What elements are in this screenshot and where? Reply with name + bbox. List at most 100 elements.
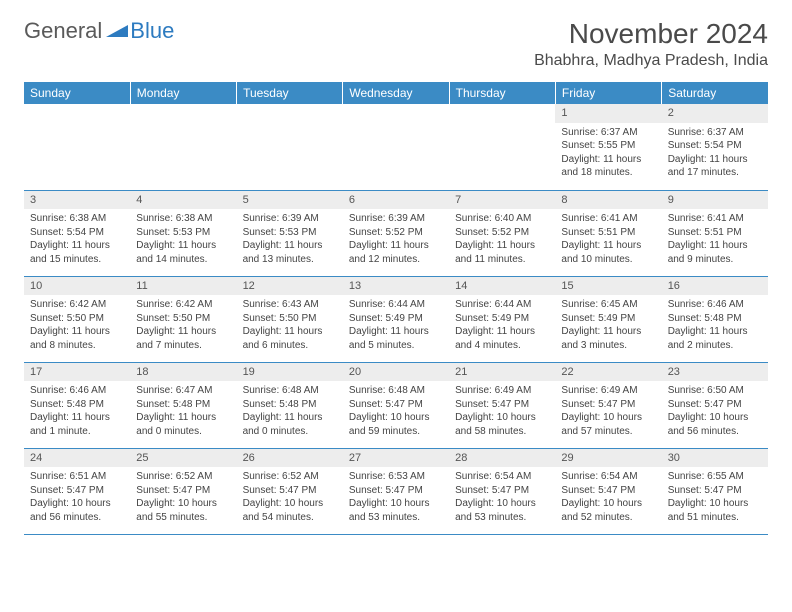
brand-text-general: General [24,18,102,44]
calendar-cell: 17Sunrise: 6:46 AMSunset: 5:48 PMDayligh… [24,362,130,448]
day-details: Sunrise: 6:48 AMSunset: 5:48 PMDaylight:… [237,381,343,442]
day-details: Sunrise: 6:41 AMSunset: 5:51 PMDaylight:… [662,209,768,270]
day-details: Sunrise: 6:38 AMSunset: 5:53 PMDaylight:… [130,209,236,270]
calendar-cell: 15Sunrise: 6:45 AMSunset: 5:49 PMDayligh… [555,276,661,362]
brand-text-blue: Blue [130,18,174,44]
day-detail-line: Sunset: 5:52 PM [349,226,443,240]
calendar-cell: 6Sunrise: 6:39 AMSunset: 5:52 PMDaylight… [343,190,449,276]
day-detail-line: Sunset: 5:55 PM [561,139,655,153]
day-detail-line: Daylight: 11 hours and 12 minutes. [349,239,443,266]
day-details: Sunrise: 6:40 AMSunset: 5:52 PMDaylight:… [449,209,555,270]
day-detail-line: Sunset: 5:47 PM [455,398,549,412]
day-details: Sunrise: 6:42 AMSunset: 5:50 PMDaylight:… [130,295,236,356]
calendar-cell: 4Sunrise: 6:38 AMSunset: 5:53 PMDaylight… [130,190,236,276]
day-detail-line: Sunset: 5:54 PM [30,226,124,240]
day-number: 20 [343,363,449,382]
calendar-cell: 26Sunrise: 6:52 AMSunset: 5:47 PMDayligh… [237,448,343,534]
day-details: Sunrise: 6:44 AMSunset: 5:49 PMDaylight:… [449,295,555,356]
day-detail-line: Sunset: 5:53 PM [136,226,230,240]
day-number: 18 [130,363,236,382]
day-details: Sunrise: 6:37 AMSunset: 5:55 PMDaylight:… [555,123,661,184]
day-detail-line: Daylight: 10 hours and 56 minutes. [668,411,762,438]
day-details: Sunrise: 6:49 AMSunset: 5:47 PMDaylight:… [449,381,555,442]
calendar-cell: 29Sunrise: 6:54 AMSunset: 5:47 PMDayligh… [555,448,661,534]
day-detail-line: Sunset: 5:52 PM [455,226,549,240]
day-detail-line: Daylight: 10 hours and 51 minutes. [668,497,762,524]
day-detail-line: Sunrise: 6:40 AM [455,212,549,226]
day-details: Sunrise: 6:50 AMSunset: 5:47 PMDaylight:… [662,381,768,442]
day-number: 16 [662,277,768,296]
day-detail-line: Sunset: 5:51 PM [668,226,762,240]
day-number: 3 [24,191,130,210]
calendar-cell: 25Sunrise: 6:52 AMSunset: 5:47 PMDayligh… [130,448,236,534]
day-details: Sunrise: 6:39 AMSunset: 5:52 PMDaylight:… [343,209,449,270]
day-number: 30 [662,449,768,468]
day-detail-line: Daylight: 11 hours and 11 minutes. [455,239,549,266]
day-detail-line: Sunrise: 6:44 AM [349,298,443,312]
calendar-cell: 9Sunrise: 6:41 AMSunset: 5:51 PMDaylight… [662,190,768,276]
day-detail-line: Sunset: 5:47 PM [561,398,655,412]
calendar-cell [130,104,236,190]
day-number: 11 [130,277,236,296]
day-detail-line: Daylight: 10 hours and 58 minutes. [455,411,549,438]
day-details: Sunrise: 6:39 AMSunset: 5:53 PMDaylight:… [237,209,343,270]
day-details: Sunrise: 6:55 AMSunset: 5:47 PMDaylight:… [662,467,768,528]
weekday-header: Wednesday [343,82,449,104]
calendar-cell: 13Sunrise: 6:44 AMSunset: 5:49 PMDayligh… [343,276,449,362]
calendar-cell: 22Sunrise: 6:49 AMSunset: 5:47 PMDayligh… [555,362,661,448]
day-details: Sunrise: 6:48 AMSunset: 5:47 PMDaylight:… [343,381,449,442]
day-detail-line: Sunset: 5:49 PM [455,312,549,326]
day-detail-line: Sunset: 5:47 PM [30,484,124,498]
day-number: 2 [662,104,768,123]
day-detail-line: Sunrise: 6:55 AM [668,470,762,484]
day-detail-line: Sunrise: 6:49 AM [561,384,655,398]
day-detail-line: Daylight: 10 hours and 53 minutes. [455,497,549,524]
day-detail-line: Daylight: 10 hours and 59 minutes. [349,411,443,438]
day-details: Sunrise: 6:41 AMSunset: 5:51 PMDaylight:… [555,209,661,270]
day-detail-line: Sunset: 5:47 PM [561,484,655,498]
day-detail-line: Sunrise: 6:52 AM [136,470,230,484]
calendar-row: 10Sunrise: 6:42 AMSunset: 5:50 PMDayligh… [24,276,768,362]
day-details: Sunrise: 6:47 AMSunset: 5:48 PMDaylight:… [130,381,236,442]
day-detail-line: Sunrise: 6:48 AM [243,384,337,398]
day-detail-line: Daylight: 11 hours and 5 minutes. [349,325,443,352]
day-detail-line: Daylight: 11 hours and 1 minute. [30,411,124,438]
weekday-header-row: Sunday Monday Tuesday Wednesday Thursday… [24,82,768,104]
calendar-body: 1Sunrise: 6:37 AMSunset: 5:55 PMDaylight… [24,104,768,534]
day-number: 19 [237,363,343,382]
day-details: Sunrise: 6:42 AMSunset: 5:50 PMDaylight:… [24,295,130,356]
day-number: 12 [237,277,343,296]
calendar-cell: 21Sunrise: 6:49 AMSunset: 5:47 PMDayligh… [449,362,555,448]
calendar-cell: 30Sunrise: 6:55 AMSunset: 5:47 PMDayligh… [662,448,768,534]
day-detail-line: Sunrise: 6:39 AM [243,212,337,226]
day-detail-line: Daylight: 11 hours and 10 minutes. [561,239,655,266]
day-number: 27 [343,449,449,468]
location-text: Bhabhra, Madhya Pradesh, India [534,52,768,70]
day-number: 5 [237,191,343,210]
day-detail-line: Sunset: 5:47 PM [668,484,762,498]
day-detail-line: Daylight: 11 hours and 7 minutes. [136,325,230,352]
day-detail-line: Daylight: 11 hours and 15 minutes. [30,239,124,266]
calendar-cell: 23Sunrise: 6:50 AMSunset: 5:47 PMDayligh… [662,362,768,448]
calendar-cell: 11Sunrise: 6:42 AMSunset: 5:50 PMDayligh… [130,276,236,362]
day-number: 24 [24,449,130,468]
day-details: Sunrise: 6:45 AMSunset: 5:49 PMDaylight:… [555,295,661,356]
day-details: Sunrise: 6:52 AMSunset: 5:47 PMDaylight:… [130,467,236,528]
weekday-header: Friday [555,82,661,104]
calendar-row: 24Sunrise: 6:51 AMSunset: 5:47 PMDayligh… [24,448,768,534]
day-detail-line: Daylight: 11 hours and 0 minutes. [136,411,230,438]
weekday-header: Tuesday [237,82,343,104]
day-number: 4 [130,191,236,210]
day-detail-line: Sunrise: 6:51 AM [30,470,124,484]
day-details: Sunrise: 6:52 AMSunset: 5:47 PMDaylight:… [237,467,343,528]
day-detail-line: Sunrise: 6:49 AM [455,384,549,398]
day-detail-line: Sunrise: 6:46 AM [668,298,762,312]
day-detail-line: Sunrise: 6:45 AM [561,298,655,312]
brand-triangle-icon [106,21,128,42]
day-detail-line: Sunset: 5:49 PM [349,312,443,326]
day-detail-line: Sunset: 5:48 PM [30,398,124,412]
weekday-header: Sunday [24,82,130,104]
day-number: 23 [662,363,768,382]
day-detail-line: Daylight: 11 hours and 3 minutes. [561,325,655,352]
day-details: Sunrise: 6:37 AMSunset: 5:54 PMDaylight:… [662,123,768,184]
